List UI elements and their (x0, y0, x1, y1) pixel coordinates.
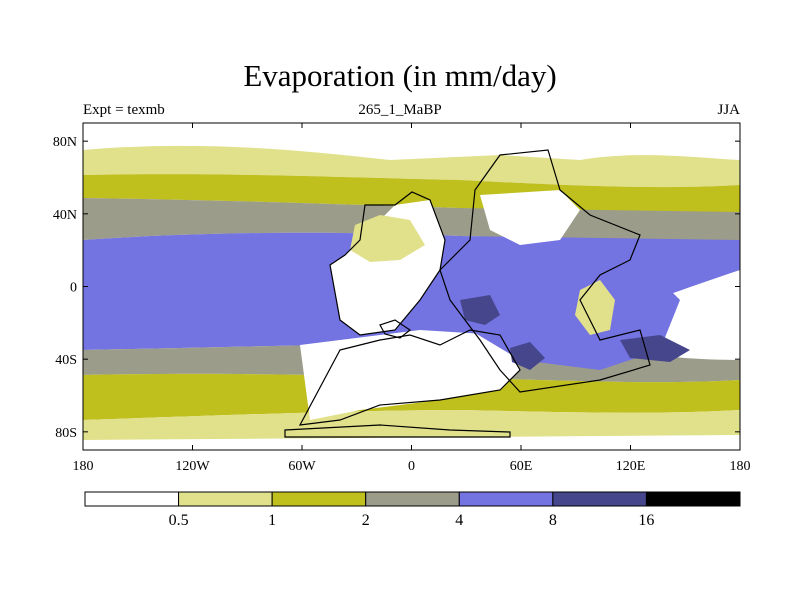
y-tick-label: 80N (53, 135, 77, 150)
colorbar-label: 2 (362, 512, 370, 529)
colorbar-label: 1 (268, 512, 276, 529)
north-landmass-dry (480, 190, 580, 245)
colorbar-swatch (271, 491, 367, 507)
x-tick-label: 180 (730, 459, 751, 474)
axis-ticks: 80N 40N 0 40S 80S 180 120W 60W 0 60E 120E 180 (53, 123, 751, 474)
dark-high-evap-patch-1 (460, 295, 500, 325)
arctic-light-band (83, 145, 740, 188)
colorbar-swatch (552, 491, 647, 507)
x-tick-label: 60E (510, 459, 533, 474)
island-coastline (379, 319, 412, 339)
colorbar-swatch (458, 491, 554, 507)
colorbar-label: 4 (455, 512, 463, 529)
dark-high-evap-patch-2 (620, 335, 690, 362)
x-tick-label: 60W (288, 459, 316, 474)
east-coastline (439, 149, 651, 393)
colorbar-swatch (178, 491, 273, 507)
coastlines (284, 149, 651, 438)
y-tick-label: 40S (55, 353, 77, 368)
west-coastline (329, 191, 446, 336)
antarctic-light-band (83, 410, 740, 440)
time-label: 265_1_MaBP (358, 102, 442, 118)
experiment-label: Expt = texmb (83, 102, 165, 118)
y-tick-label: 0 (70, 281, 77, 296)
colorbar: 0.5 1 2 4 8 16 (84, 491, 741, 529)
colorbar-swatch (645, 491, 741, 507)
colorbar-label: 16 (638, 512, 654, 529)
map-fields (83, 123, 740, 450)
west-landmass-light-patch (350, 215, 425, 262)
x-tick-label: 120W (175, 459, 210, 474)
south-coastline (298, 329, 521, 426)
central-wet-region (450, 245, 680, 370)
south-landmass (300, 330, 520, 420)
x-tick-label: 120E (616, 459, 646, 474)
colorbar-label: 8 (549, 512, 557, 529)
colorbar-swatch (365, 491, 460, 507)
season-label: JJA (717, 102, 740, 118)
y-tick-label: 40N (53, 208, 77, 223)
dark-high-evap-patch-3 (510, 342, 545, 370)
colorbar-label: 0.5 (169, 512, 189, 529)
map-title: Evaporation (in mm/day) (243, 58, 557, 93)
x-tick-label: 180 (73, 459, 94, 474)
colorbar-swatch (84, 491, 180, 507)
x-tick-label: 0 (408, 459, 415, 474)
y-tick-label: 80S (55, 426, 77, 441)
polar-coastline (284, 424, 511, 438)
